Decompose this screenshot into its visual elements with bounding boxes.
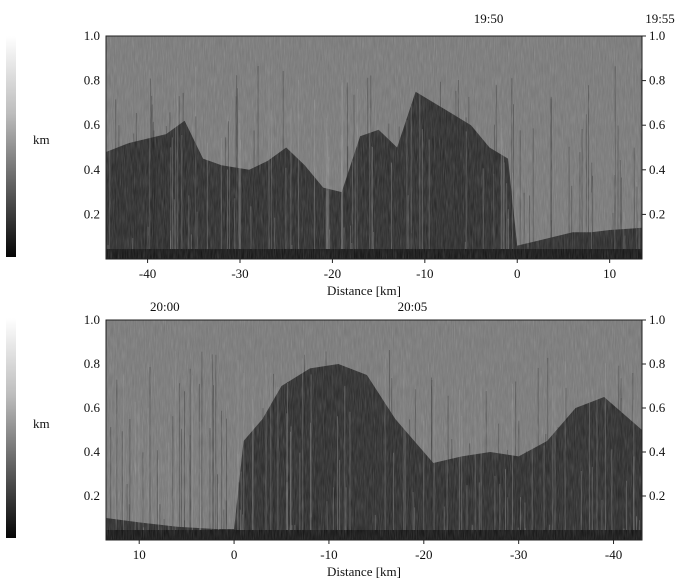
time-label: 19:50 bbox=[474, 11, 504, 26]
plot-frame bbox=[105, 35, 643, 260]
x-tick-label: -30 bbox=[510, 547, 527, 562]
noise-overlay bbox=[106, 36, 642, 259]
panel-top: 0.2 0.2 0.4 0.4 0.6 0.6 0.8 0.8 1.0 1.0 km -40 -30 -2… bbox=[6, 11, 675, 298]
y-tick-label: 0.6 bbox=[84, 117, 101, 132]
right-y-tick-label: 0.6 bbox=[649, 117, 666, 132]
y-tick-label: 1.0 bbox=[84, 28, 100, 43]
right-y-tick-label: 1.0 bbox=[649, 28, 665, 43]
x-tick-label: -40 bbox=[139, 266, 156, 281]
y-tick-label: 0.6 bbox=[84, 400, 101, 415]
panel-bottom: 0.2 0.2 0.4 0.4 0.6 0.6 0.8 0.8 1.0 1.0 km 10 0 -10 -2… bbox=[6, 299, 666, 579]
right-y-tick-label: 0.2 bbox=[649, 206, 665, 221]
time-label: 19:55 bbox=[645, 11, 675, 26]
right-y-tick-label: 0.2 bbox=[649, 488, 665, 503]
time-label: 20:05 bbox=[398, 299, 428, 314]
x-tick-label: -10 bbox=[416, 266, 433, 281]
y-tick-label: 1.0 bbox=[84, 312, 100, 327]
x-tick-label: 0 bbox=[514, 266, 521, 281]
x-tick-label: -40 bbox=[605, 547, 622, 562]
right-y-tick-label: 0.4 bbox=[649, 162, 666, 177]
right-y-tick-label: 1.0 bbox=[649, 312, 665, 327]
x-tick-label: 10 bbox=[603, 266, 616, 281]
x-tick-label: -10 bbox=[320, 547, 337, 562]
plot-frame bbox=[105, 319, 643, 541]
right-y-tick-label: 0.6 bbox=[649, 400, 666, 415]
y-tick-label: 0.4 bbox=[84, 162, 101, 177]
time-label: 20:00 bbox=[150, 299, 180, 314]
right-y-tick-label: 0.8 bbox=[649, 356, 665, 371]
y-axis-label: km bbox=[33, 416, 50, 431]
x-tick-label: -20 bbox=[324, 266, 341, 281]
y-tick-label: 0.8 bbox=[84, 73, 100, 88]
x-tick-label: 10 bbox=[133, 547, 146, 562]
colorbar bbox=[6, 318, 16, 538]
x-axis-label: Distance [km] bbox=[327, 564, 401, 579]
y-tick-label: 0.8 bbox=[84, 356, 100, 371]
x-tick-label: -30 bbox=[231, 266, 248, 281]
x-tick-label: 0 bbox=[231, 547, 238, 562]
y-tick-label: 0.2 bbox=[84, 488, 100, 503]
x-tick-label: -20 bbox=[415, 547, 432, 562]
x-axis-label: Distance [km] bbox=[327, 283, 401, 298]
right-y-tick-label: 0.4 bbox=[649, 444, 666, 459]
right-y-tick-label: 0.8 bbox=[649, 73, 665, 88]
y-axis-label: km bbox=[33, 132, 50, 147]
y-tick-label: 0.4 bbox=[84, 444, 101, 459]
y-tick-label: 0.2 bbox=[84, 206, 100, 221]
colorbar bbox=[6, 36, 16, 257]
noise-overlay bbox=[106, 320, 642, 540]
